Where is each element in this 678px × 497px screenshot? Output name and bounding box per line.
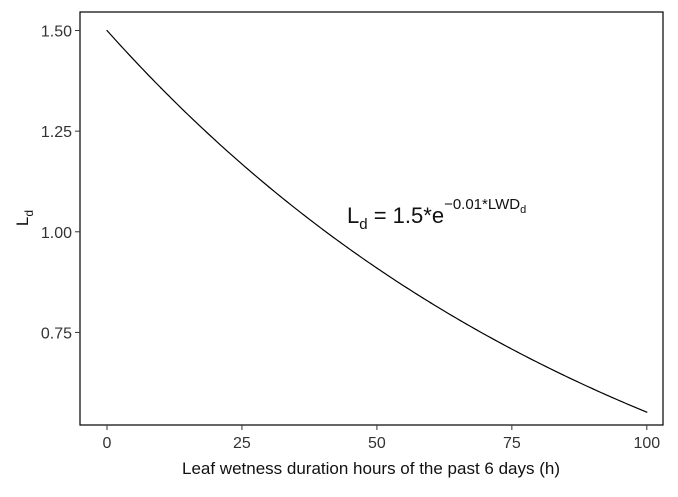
equation-lhs-sub: d <box>359 216 367 233</box>
equation-lhs: L <box>347 203 359 228</box>
y-axis-title: Ld <box>13 210 36 226</box>
plot-border <box>79 11 664 426</box>
equation-coef: 1.5*e <box>393 203 444 228</box>
x-tick-label: 100 <box>633 435 660 452</box>
y-axis-title-main: L <box>13 217 32 226</box>
series-points <box>106 29 648 413</box>
x-tick-label: 75 <box>503 435 521 452</box>
y-tick-label: 1.50 <box>41 24 72 41</box>
y-axis-title-sub: d <box>22 210 36 217</box>
data-point <box>160 87 162 89</box>
y-axis-ticks: 0.75 1.00 1.25 1.50 <box>41 24 80 342</box>
data-point <box>646 411 648 413</box>
y-tick-label: 1.25 <box>41 124 72 141</box>
x-axis-ticks: 0 25 50 75 100 <box>103 425 660 452</box>
y-tick-label: 0.75 <box>41 325 72 342</box>
equation-exponent: −0.01*LWD <box>444 196 520 213</box>
data-point <box>106 29 108 32</box>
equation-equals: = <box>368 203 393 228</box>
x-tick-label: 50 <box>368 435 386 452</box>
data-point <box>538 362 540 364</box>
data-point <box>376 267 378 269</box>
equation-annotation: Ld = 1.5*e−0.01*LWDd <box>347 196 526 233</box>
data-point <box>484 333 486 336</box>
equation-exponent-sub: d <box>520 204 526 216</box>
x-axis-title: Leaf wetness duration hours of the past … <box>182 459 560 478</box>
x-tick-label: 25 <box>233 435 251 452</box>
y-tick-label: 1.00 <box>41 225 72 242</box>
data-point <box>268 186 270 188</box>
data-point <box>430 302 432 304</box>
data-point <box>322 229 324 231</box>
data-point <box>592 388 594 390</box>
x-tick-label: 0 <box>103 435 112 452</box>
data-point <box>214 139 216 141</box>
